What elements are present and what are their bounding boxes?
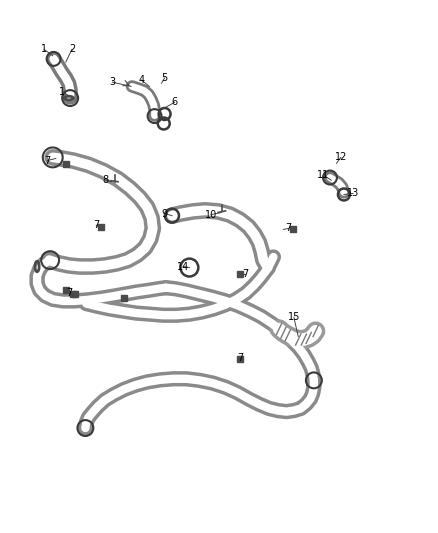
Text: 7: 7 [286,223,292,233]
Text: 6: 6 [172,98,178,107]
Text: 10: 10 [205,209,217,220]
Text: 7: 7 [93,220,99,230]
Text: 5: 5 [162,73,168,83]
Text: 4: 4 [138,75,145,85]
Text: 11: 11 [317,171,329,180]
Text: 1: 1 [41,44,47,54]
Text: 14: 14 [177,262,190,271]
Text: 12: 12 [335,152,347,163]
Text: 15: 15 [288,312,300,322]
Text: 7: 7 [66,288,72,298]
Text: 13: 13 [347,188,359,198]
Text: 2: 2 [69,44,75,54]
Text: 8: 8 [102,175,108,184]
Text: 1: 1 [59,87,65,96]
Text: 7: 7 [242,269,248,279]
Text: 3: 3 [110,77,116,87]
Text: 7: 7 [237,353,243,362]
Text: 9: 9 [162,208,168,219]
Text: 7: 7 [44,156,50,166]
